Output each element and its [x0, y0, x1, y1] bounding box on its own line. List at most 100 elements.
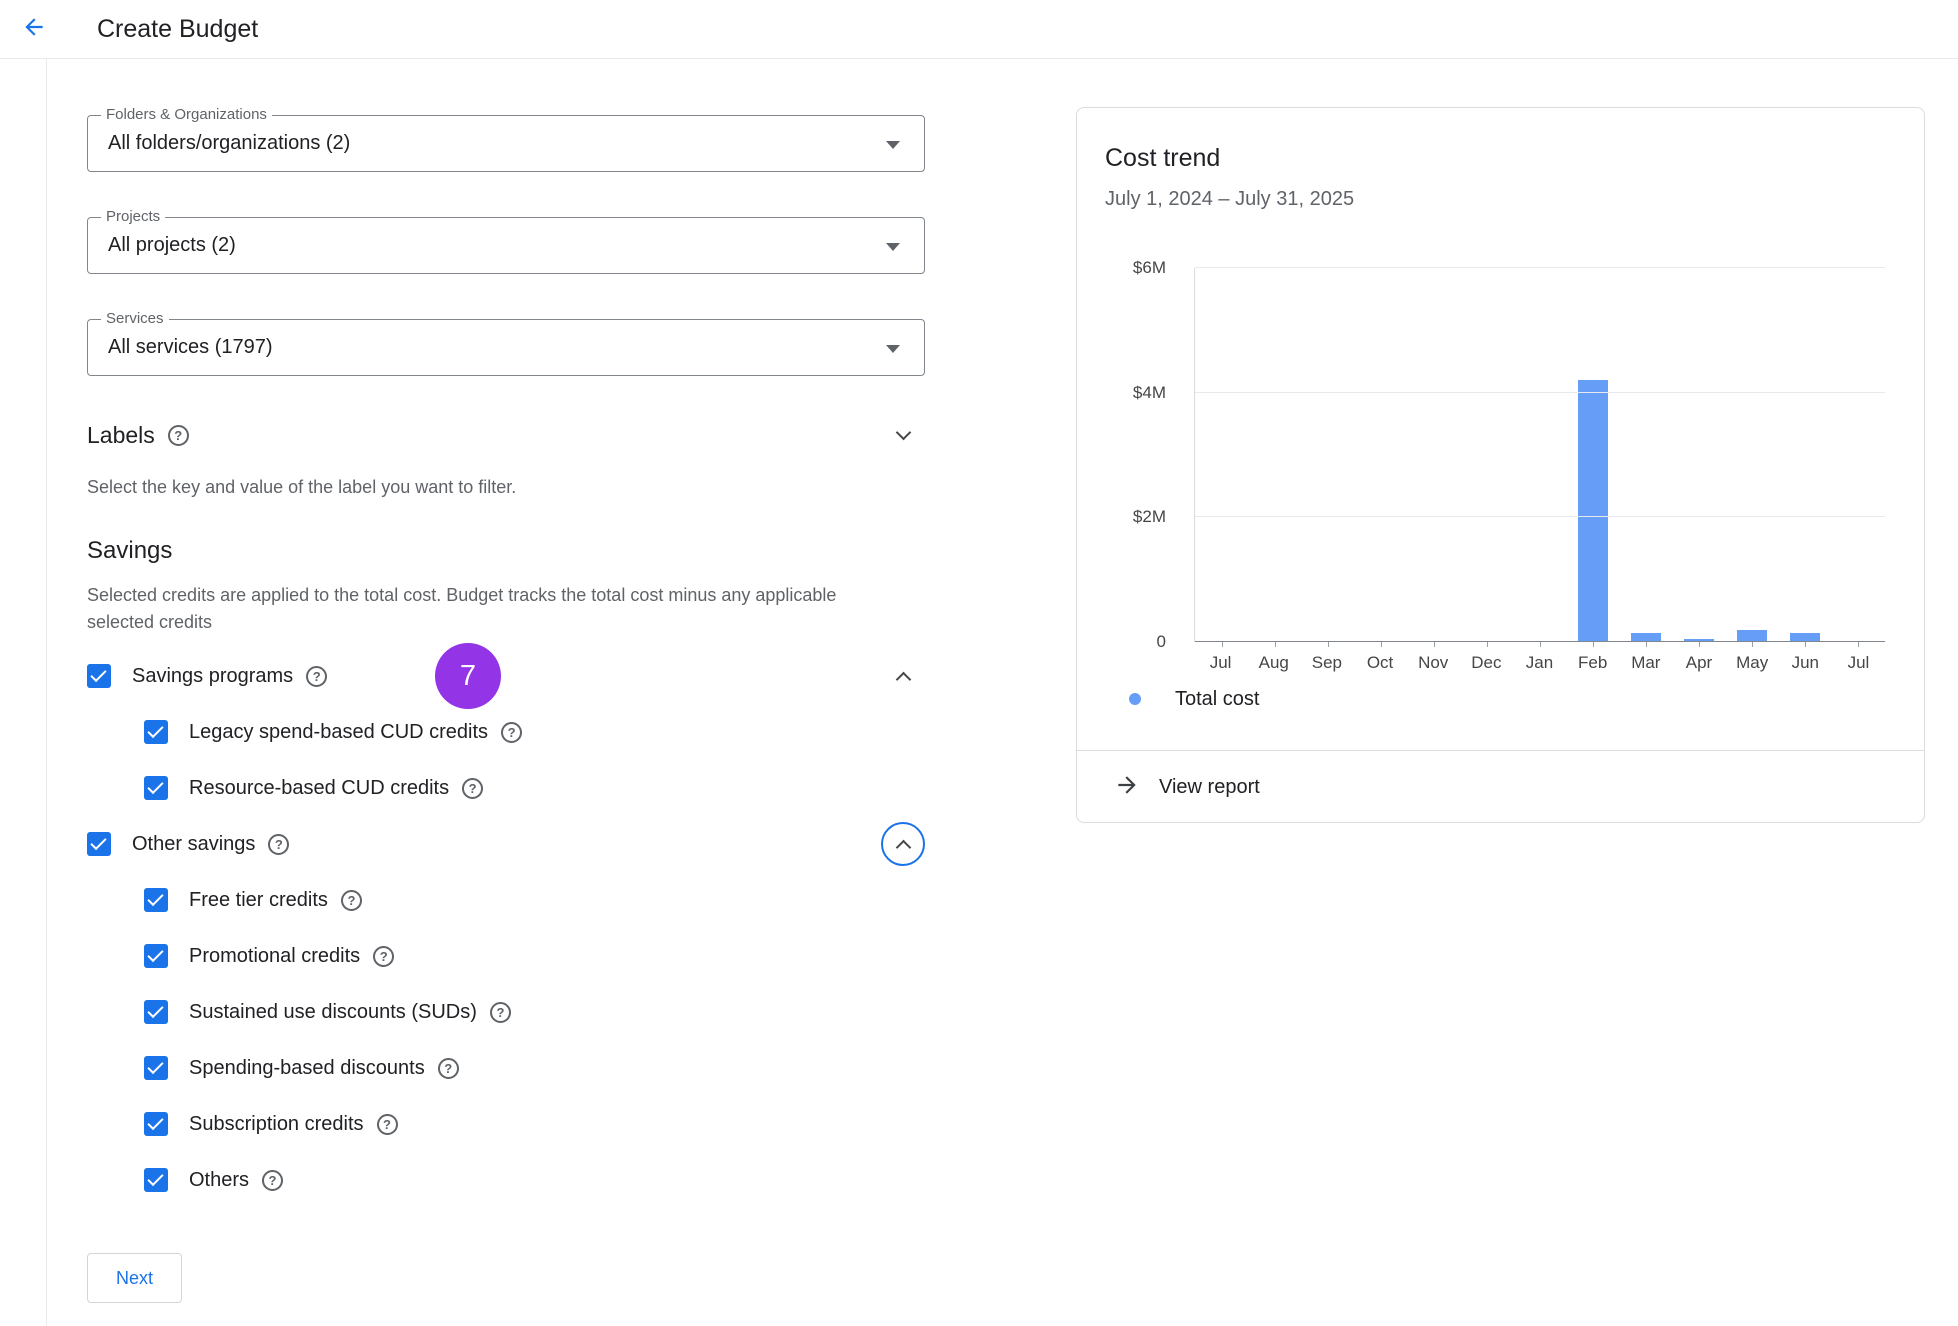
y-axis-tick-label: $6M [1132, 258, 1166, 277]
help-icon[interactable] [262, 1169, 284, 1191]
cost-trend-date-range: July 1, 2024 – July 31, 2025 [1105, 188, 1355, 210]
help-icon[interactable] [340, 889, 362, 911]
legacy-cud-credits-checkbox[interactable] [144, 720, 168, 744]
promotional-credits-label[interactable]: Promotional credits [189, 944, 361, 967]
y-axis-tick-label: $2M [1132, 507, 1166, 527]
others-label[interactable]: Others [189, 1168, 250, 1191]
back-button[interactable] [19, 14, 49, 44]
x-axis-tick [1858, 642, 1860, 647]
resource-cud-credits-label[interactable]: Resource-based CUD credits [189, 776, 450, 799]
bar-slot [1248, 268, 1301, 647]
other-savings-checkbox[interactable] [87, 832, 111, 856]
other-savings-collapse-button[interactable] [881, 822, 925, 866]
subscription-credits-checkbox[interactable] [144, 1112, 168, 1136]
spending-based-discounts-label[interactable]: Spending-based discounts [189, 1056, 425, 1079]
labels-section-title: Labels [87, 421, 155, 448]
x-axis-label: May [1736, 653, 1769, 672]
bar-slot [1407, 268, 1460, 647]
total-cost-bar[interactable] [1578, 380, 1609, 642]
gridline [1195, 641, 1885, 642]
x-axis-tick [1221, 642, 1223, 647]
cost-trend-yaxis: $6M $4M $2M 0 [1077, 258, 1180, 651]
projects-label: Projects [101, 208, 166, 225]
legacy-cud-credits-label[interactable]: Legacy spend-based CUD credits [189, 720, 489, 743]
savings-programs-checkbox[interactable] [87, 664, 111, 688]
next-button[interactable]: Next [87, 1253, 183, 1303]
x-axis-label: Apr [1685, 653, 1713, 672]
x-axis-tick [1805, 642, 1807, 647]
x-axis-label: Jan [1525, 653, 1554, 672]
cost-trend-plot [1194, 267, 1885, 647]
cost-trend-xlabels: Jul Aug Sep Oct Nov Dec Jan Feb Mar Apr May Jun Jul [1194, 653, 1885, 673]
savings-section-title: Savings [87, 537, 173, 564]
x-axis-label: Jul [1209, 653, 1232, 672]
chevron-up-icon [895, 671, 911, 687]
projects-value: All projects (2) [108, 234, 236, 256]
x-axis-tick [1380, 642, 1382, 647]
gridline [1195, 516, 1885, 518]
help-icon[interactable] [501, 721, 523, 743]
cost-trend-title: Cost trend [1105, 144, 1221, 172]
x-axis-label: Dec [1471, 653, 1502, 672]
help-icon[interactable] [306, 665, 328, 687]
cost-trend-card: Cost trend July 1, 2024 – July 31, 2025 … [1076, 107, 1925, 823]
x-axis-label: Mar [1631, 653, 1661, 672]
bar-slot [1673, 268, 1726, 647]
total-cost-bar[interactable] [1684, 638, 1715, 642]
view-report-label: View report [1159, 775, 1260, 798]
x-axis-tick [1699, 642, 1701, 647]
help-icon[interactable] [462, 777, 484, 799]
x-axis-tick [1274, 642, 1276, 647]
x-axis-tick [1540, 642, 1541, 647]
help-icon[interactable] [268, 833, 290, 855]
chevron-up-icon [895, 839, 911, 855]
help-icon[interactable] [437, 1057, 459, 1079]
free-tier-credits-checkbox[interactable] [144, 888, 168, 912]
services-select[interactable]: Services All services (1797) [87, 310, 925, 376]
total-cost-bar[interactable] [1790, 632, 1821, 642]
other-savings-label[interactable]: Other savings [132, 832, 256, 855]
folders-organizations-select[interactable]: Folders & Organizations All folders/orga… [87, 106, 925, 172]
promotional-credits-checkbox[interactable] [144, 944, 168, 968]
help-icon[interactable] [167, 424, 189, 446]
gridline [1195, 267, 1885, 268]
x-axis-tick [1752, 642, 1754, 647]
page-header: Create Budget [0, 0, 1958, 59]
bar-slot [1567, 268, 1620, 647]
x-axis-label: Oct [1366, 653, 1394, 672]
x-axis-label: Jun [1791, 653, 1819, 672]
sustained-use-discounts-checkbox[interactable] [144, 1000, 168, 1024]
y-axis-tick-label: 0 [1156, 632, 1166, 651]
help-icon[interactable] [376, 1113, 398, 1135]
gridline [1195, 391, 1885, 393]
subscription-credits-row: Subscription credits [144, 1096, 925, 1152]
x-axis-tick [1433, 642, 1435, 647]
free-tier-credits-label[interactable]: Free tier credits [189, 888, 328, 911]
projects-select[interactable]: Projects All projects (2) [87, 208, 925, 274]
savings-programs-label[interactable]: Savings programs [132, 664, 294, 687]
legend-dot-icon [1129, 693, 1141, 705]
spending-based-discounts-checkbox[interactable] [144, 1056, 168, 1080]
total-cost-bar[interactable] [1631, 632, 1662, 642]
bar-slot [1726, 268, 1779, 647]
bar-slot [1460, 268, 1513, 647]
chart-legend-total-cost[interactable]: Total cost [1129, 686, 1259, 712]
services-value: All services (1797) [108, 336, 273, 358]
total-cost-bar[interactable] [1737, 629, 1768, 642]
help-icon[interactable] [489, 1001, 511, 1023]
bar-slot [1832, 268, 1885, 647]
labels-expand-button[interactable] [881, 413, 925, 457]
folders-organizations-label: Folders & Organizations [101, 106, 272, 123]
sustained-use-discounts-label[interactable]: Sustained use discounts (SUDs) [189, 1000, 477, 1023]
resource-cud-credits-checkbox[interactable] [144, 776, 168, 800]
x-axis-tick [1486, 642, 1488, 647]
view-report-button[interactable]: View report [1114, 751, 1260, 823]
help-icon[interactable] [373, 945, 395, 967]
subscription-credits-label[interactable]: Subscription credits [189, 1112, 364, 1135]
savings-programs-collapse-button[interactable] [881, 654, 925, 698]
chevron-down-icon [895, 424, 911, 441]
x-axis-label: Nov [1418, 653, 1449, 672]
x-axis-tick [1327, 642, 1329, 647]
labels-section-header: Labels [87, 420, 925, 450]
others-checkbox[interactable] [144, 1168, 168, 1192]
